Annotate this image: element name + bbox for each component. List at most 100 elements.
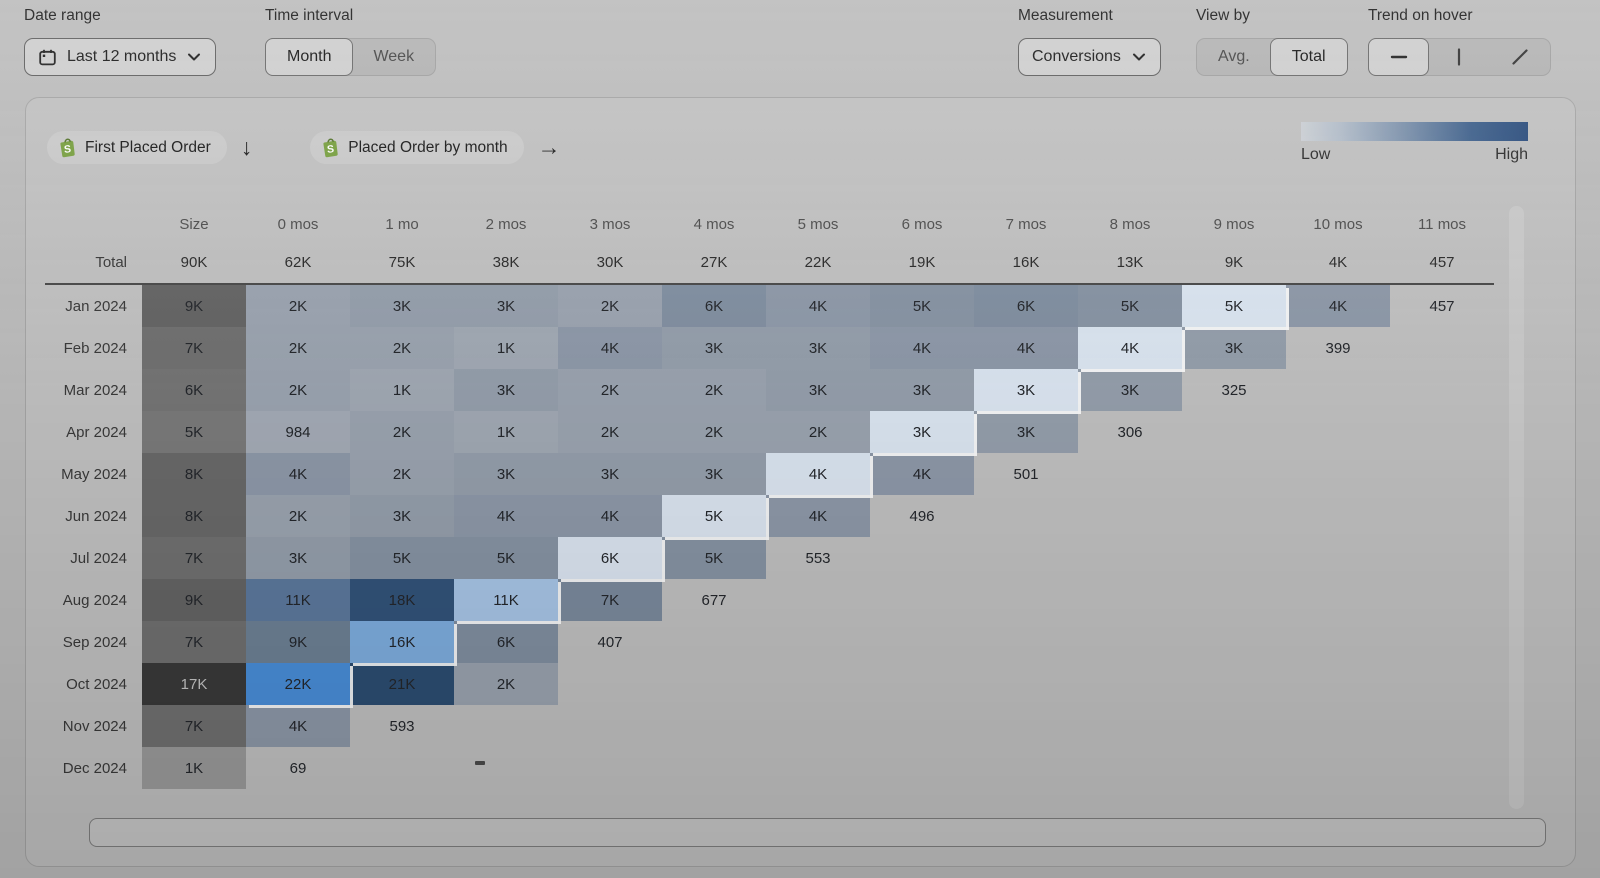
heatmap-cell[interactable]: 4K (1286, 285, 1390, 327)
size-cell[interactable]: 7K (142, 705, 246, 747)
heatmap-cell[interactable]: 3K (662, 453, 766, 495)
heatmap-cell[interactable]: 5K (350, 537, 454, 579)
heatmap-cell[interactable]: 5K (662, 495, 766, 537)
heatmap-cell[interactable]: 1K (350, 369, 454, 411)
toggle-option-week[interactable]: Week (373, 48, 415, 65)
heatmap-cell[interactable]: 4K (766, 285, 870, 327)
trend-option-diagonal[interactable] (1489, 39, 1550, 75)
heatmap-cell[interactable]: 5K (1182, 285, 1286, 327)
size-cell[interactable]: 17K (142, 663, 246, 705)
heatmap-cell[interactable]: 984 (246, 411, 350, 453)
heatmap-cell[interactable]: 4K (974, 327, 1078, 369)
size-cell[interactable]: 5K (142, 411, 246, 453)
heatmap-cell[interactable]: 5K (870, 285, 974, 327)
heatmap-cell[interactable]: 3K (974, 369, 1078, 411)
heatmap-cell[interactable]: 16K (350, 621, 454, 663)
size-cell[interactable]: 8K (142, 453, 246, 495)
heatmap-cell[interactable]: 6K (558, 537, 662, 579)
heatmap-cell[interactable]: 5K (1078, 285, 1182, 327)
heatmap-cell[interactable]: 3K (662, 327, 766, 369)
heatmap-cell[interactable]: 2K (246, 495, 350, 537)
heatmap-cell[interactable]: 2K (558, 369, 662, 411)
event-chip-placed-order-by-month[interactable]: S Placed Order by month (310, 131, 524, 164)
toggle-option-total[interactable]: Total (1269, 38, 1348, 76)
heatmap-cell[interactable]: 3K (1182, 327, 1286, 369)
heatmap-cell[interactable]: 496 (909, 507, 935, 525)
heatmap-cell[interactable]: 553 (805, 549, 831, 567)
heatmap-cell[interactable]: 2K (662, 411, 766, 453)
heatmap-cell[interactable]: 2K (246, 327, 350, 369)
heatmap-cell[interactable]: 4K (766, 453, 870, 495)
heatmap-cell[interactable]: 501 (1013, 465, 1039, 483)
heatmap-cell[interactable]: 2K (246, 369, 350, 411)
heatmap-cell[interactable]: 593 (389, 717, 415, 735)
heatmap-cell[interactable]: 3K (870, 369, 974, 411)
event-chip-first-placed-order[interactable]: S First Placed Order (47, 131, 227, 164)
heatmap-cell[interactable]: 457 (1429, 297, 1455, 315)
heatmap-cell[interactable]: 22K (246, 663, 350, 705)
size-cell[interactable]: 6K (142, 369, 246, 411)
heatmap-cell[interactable]: 2K (454, 663, 558, 705)
heatmap-cell[interactable]: 399 (1325, 339, 1351, 357)
heatmap-cell[interactable]: 6K (662, 285, 766, 327)
horizontal-scrollbar[interactable] (89, 818, 1546, 847)
heatmap-cell[interactable]: 4K (870, 453, 974, 495)
toggle-option-avg[interactable]: Avg. (1218, 48, 1250, 65)
heatmap-cell[interactable]: 21K (350, 663, 454, 705)
heatmap-cell[interactable]: 3K (454, 453, 558, 495)
heatmap-cell[interactable]: 2K (350, 327, 454, 369)
heatmap-cell[interactable]: 6K (974, 285, 1078, 327)
heatmap-cell[interactable]: 2K (350, 411, 454, 453)
measurement-dropdown[interactable]: Conversions (1018, 38, 1161, 76)
vertical-scrollbar[interactable] (1509, 206, 1524, 809)
heatmap-cell[interactable]: 306 (1117, 423, 1143, 441)
size-cell[interactable]: 7K (142, 537, 246, 579)
heatmap-cell[interactable]: 3K (766, 327, 870, 369)
heatmap-cell[interactable]: 4K (246, 453, 350, 495)
heatmap-cell[interactable]: 1K (454, 327, 558, 369)
heatmap-cell[interactable]: 7K (558, 579, 662, 621)
size-cell[interactable]: 7K (142, 621, 246, 663)
heatmap-cell[interactable]: 3K (454, 369, 558, 411)
heatmap-cell[interactable]: 3K (246, 537, 350, 579)
heatmap-cell[interactable]: 1K (454, 411, 558, 453)
heatmap-cell[interactable]: 4K (766, 495, 870, 537)
heatmap-cell[interactable]: 3K (974, 411, 1078, 453)
heatmap-cell[interactable]: 3K (1078, 369, 1182, 411)
size-cell[interactable]: 1K (142, 747, 246, 789)
heatmap-cell[interactable]: 18K (350, 579, 454, 621)
trend-option-horizontal[interactable] (1368, 38, 1429, 76)
heatmap-cell[interactable]: 677 (701, 591, 727, 609)
heatmap-cell[interactable]: 4K (1078, 327, 1182, 369)
heatmap-cell[interactable]: 4K (246, 705, 350, 747)
heatmap-cell[interactable]: 4K (558, 327, 662, 369)
heatmap-cell[interactable]: 4K (870, 327, 974, 369)
heatmap-cell[interactable]: 325 (1221, 381, 1247, 399)
size-cell[interactable]: 7K (142, 327, 246, 369)
size-cell[interactable]: 9K (142, 579, 246, 621)
heatmap-cell[interactable]: 3K (454, 285, 558, 327)
heatmap-cell[interactable]: 3K (350, 285, 454, 327)
heatmap-cell[interactable]: 11K (454, 579, 558, 621)
heatmap-cell[interactable]: 11K (246, 579, 350, 621)
heatmap-cell[interactable]: 2K (662, 369, 766, 411)
heatmap-cell[interactable]: 5K (454, 537, 558, 579)
heatmap-cell[interactable]: 2K (558, 285, 662, 327)
date-range-button[interactable]: Last 12 months (24, 38, 217, 76)
heatmap-cell[interactable]: 407 (597, 633, 623, 651)
heatmap-cell[interactable]: 2K (766, 411, 870, 453)
heatmap-cell[interactable]: 3K (766, 369, 870, 411)
heatmap-cell[interactable]: 4K (454, 495, 558, 537)
heatmap-cell[interactable]: 9K (246, 621, 350, 663)
heatmap-cell[interactable]: 69 (289, 759, 307, 777)
trend-option-vertical[interactable] (1428, 39, 1489, 75)
heatmap-cell[interactable]: 2K (558, 411, 662, 453)
heatmap-cell[interactable]: 3K (870, 411, 974, 453)
heatmap-cell[interactable]: 5K (662, 537, 766, 579)
heatmap-cell[interactable]: 6K (454, 621, 558, 663)
toggle-option-month[interactable]: Month (265, 38, 354, 76)
size-cell[interactable]: 8K (142, 495, 246, 537)
heatmap-cell[interactable]: 2K (350, 453, 454, 495)
heatmap-cell[interactable]: 4K (558, 495, 662, 537)
heatmap-cell[interactable]: 2K (246, 285, 350, 327)
